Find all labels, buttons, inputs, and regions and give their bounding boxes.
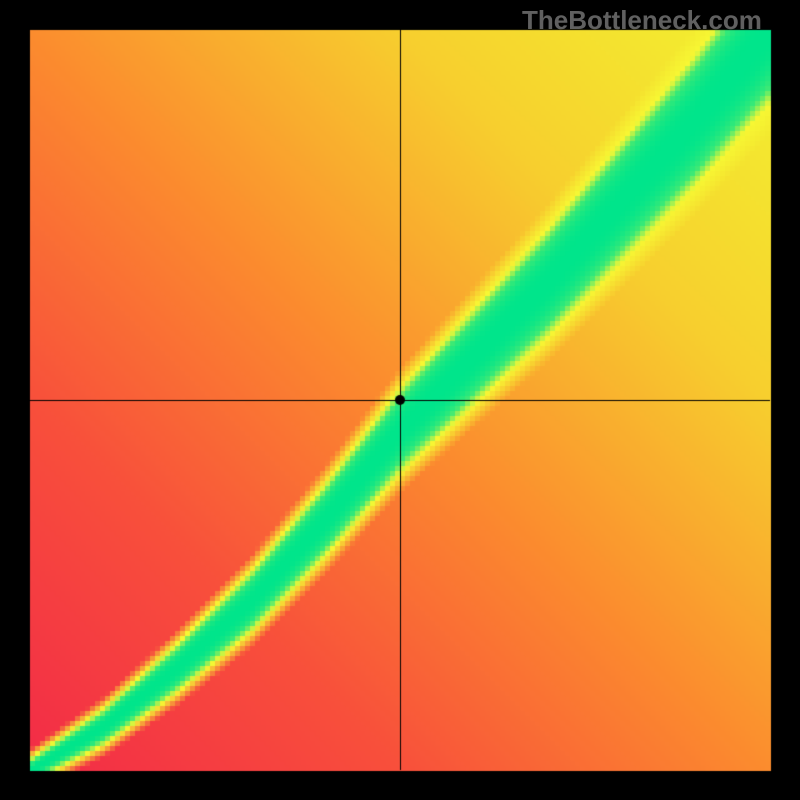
- watermark-text: TheBottleneck.com: [522, 5, 762, 36]
- bottleneck-heatmap-canvas: [0, 0, 800, 800]
